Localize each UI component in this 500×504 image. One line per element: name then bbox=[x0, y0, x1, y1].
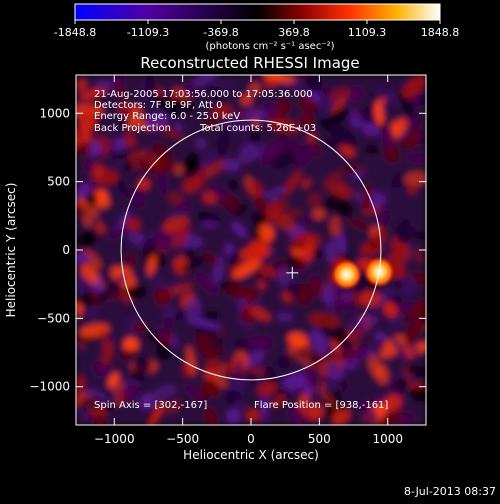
colorbar-tick-label: 1848.8 bbox=[421, 26, 460, 39]
spin-axis-cross bbox=[286, 266, 299, 279]
plot-title: Reconstructed RHESSI Image bbox=[140, 54, 359, 72]
flare-source bbox=[330, 258, 363, 291]
colorbar-tick-label: -369.8 bbox=[203, 26, 238, 39]
x-tick-label: 500 bbox=[308, 432, 331, 446]
flare-position-label: Flare Position = [938,-161] bbox=[254, 400, 388, 411]
y-tick-label: −1000 bbox=[29, 380, 70, 394]
total-counts-label: Total counts: 5.26E+03 bbox=[199, 123, 316, 134]
x-tick-label: 0 bbox=[247, 432, 255, 446]
colorbar-tick-label: 1109.3 bbox=[348, 26, 387, 39]
time-range: 21-Aug-2005 17:03:56.000 to 17:05:36.000 bbox=[94, 89, 313, 100]
method-label: Back Projection bbox=[94, 123, 171, 134]
colorbar-ticks bbox=[74, 20, 441, 24]
y-tick-label: −500 bbox=[37, 311, 70, 325]
image-noise-texture bbox=[76, 75, 426, 425]
footer-timestamp: 8-Jul-2013 08:37 bbox=[404, 485, 496, 498]
colorbar-tick-label: -1848.8 bbox=[54, 26, 96, 39]
x-tick-label: −500 bbox=[166, 432, 199, 446]
energy-range-label: Energy Range: 6.0 - 25.0 keV bbox=[94, 111, 240, 122]
colorbar-units: (photons cm⁻² s⁻¹ asec⁻²) bbox=[205, 41, 334, 52]
colorbar bbox=[74, 3, 441, 21]
colorbar-tick-label: -1109.3 bbox=[127, 26, 169, 39]
x-axis-label: Heliocentric X (arcsec) bbox=[183, 448, 319, 462]
flare-sources bbox=[330, 256, 396, 291]
y-axis-label: Heliocentric Y (arcsec) bbox=[4, 183, 18, 318]
detectors-label: Detectors: 7F 8F 9F, Att 0 bbox=[94, 100, 222, 111]
spin-axis-label: Spin Axis = [302,-167] bbox=[94, 400, 207, 411]
x-tick-label: −1000 bbox=[94, 432, 135, 446]
y-tick-label: 500 bbox=[47, 175, 70, 189]
colorbar-tick-label: 369.8 bbox=[278, 26, 310, 39]
y-tick-label: 0 bbox=[62, 243, 70, 257]
y-tick-label: 1000 bbox=[39, 106, 70, 120]
x-tick-label: 1000 bbox=[372, 432, 403, 446]
solar-limb-circle bbox=[120, 119, 382, 381]
axis-ticks bbox=[76, 75, 426, 425]
